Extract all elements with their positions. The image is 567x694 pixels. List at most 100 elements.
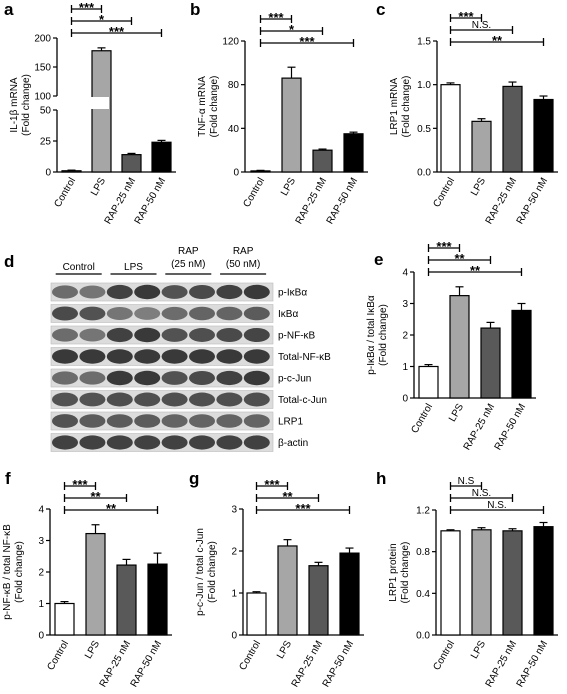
f-y-tick-label-0: 0 [38,631,44,642]
d-band-7-5 [189,435,215,450]
b-category-label-3: RAP-50 nM [325,176,360,226]
d-row-label-3: Total-NF-κB [278,352,331,363]
d-band-1-4 [161,306,188,321]
h-category-label-0: Control [431,639,457,672]
f-y-tick-label-2: 2 [38,568,44,579]
c-bar-1 [471,120,492,173]
d-row-label-2: p-NF-κB [278,331,316,342]
f-category-label-1: LPS [83,639,102,661]
d-band-0-2 [106,284,133,300]
h-y-tick-label-0: 0.0 [416,631,430,642]
f-bar-3 [147,563,168,636]
g-category-label-2: RAP-25 nM [290,639,325,689]
f-y-tick-label-4: 4 [38,505,44,516]
h-ylabel-line-0: LRP1 protein [388,543,399,601]
d-group-label-3: RAP [233,246,254,257]
d-band-3-0 [52,349,78,364]
d-band-3-1 [79,349,106,364]
d-band-6-7 [243,414,270,428]
panel-d-western-blot: d Control LPS RAP (25 nM) RAP (50 nM) p-IκBα IκB… [4,246,331,452]
d-band-2-0 [52,328,78,342]
b-sig-label-2: *** [299,34,315,49]
g-panel-letter: g [189,469,199,488]
a-sig-label-1: * [99,12,105,27]
h-category-label-1: LPS [469,639,488,661]
b-category-label-2: RAP-25 nM [294,176,329,226]
d-group-label-0: Control [63,262,95,273]
d-band-5-0 [52,392,78,407]
d-band-7-2 [106,435,133,450]
d-band-7-1 [79,435,106,450]
c-category-label-0: Control [431,176,457,209]
d-band-1-3 [134,307,161,320]
h-bar-0 [440,530,461,636]
f-sig-label-1: ** [90,489,101,504]
b-y-tick-label-0: 0 [233,168,239,179]
d-band-3-6 [216,349,243,364]
a-ylabel-line-0: IL-1β mRNA [9,77,20,133]
d-band-2-5 [189,328,215,342]
b-category-label-1: LPS [279,176,298,198]
e-bar-0 [418,365,439,399]
d-group-label-2: RAP [178,246,199,257]
a-sig-label-0: *** [79,0,95,15]
c-y-tick-label-3: 1.5 [417,37,431,48]
d-band-7-4 [161,435,188,450]
c-category-label-2: RAP-25 nM [484,176,519,226]
f-category-label-3: RAP-50 nM [129,639,164,689]
d-band-3-4 [161,349,188,364]
e-bar-3 [511,309,532,399]
g-bar-3 [339,552,360,636]
c-sig-label-1: N.S. [472,20,491,31]
b-panel-letter: b [190,0,200,19]
d-band-4-4 [161,371,188,385]
d-band-4-2 [106,370,133,386]
a-bar-1 [91,50,112,173]
h-bar-3 [533,526,554,636]
d-band-2-7 [243,327,270,343]
f-y-tick-label-3: 3 [38,536,44,547]
h-sig-label-0: N.S [458,476,475,487]
d-row-label-4: p-c-Jun [278,374,311,385]
c-bar-0 [440,84,461,173]
f-bar-0 [54,602,75,636]
b-ylabel-line-0: TNF-α mRNA [197,76,208,137]
d-band-2-3 [134,327,161,343]
d-band-0-3 [134,284,161,300]
panel-h-lrp1-protein-chart: h0.00.40.81.2N.SN.S.N.S.Control LPSRAP-25… [376,469,558,689]
a-y-tick-label-upper-0: 100 [34,92,51,103]
d-row-label-0: p-IκBα [278,288,307,299]
d-band-4-0 [52,371,78,385]
d-band-2-1 [79,328,106,342]
d-band-1-6 [216,306,243,321]
g-bar-0 [246,592,267,636]
h-category-label-3: RAP-50 nM [515,639,550,689]
d-band-0-1 [79,285,106,299]
d-band-3-3 [134,349,161,364]
a-category-label-0: Control [52,176,78,209]
g-sig-label-1: ** [282,489,293,504]
d-row-label-5: Total-c-Jun [278,395,327,406]
e-ylabel-line-1: (Fold change) [378,304,389,366]
a-y-tick-label-lower-0: 0 [45,168,51,179]
d-row-label-6: LRP1 [278,417,303,428]
g-bar-1 [277,545,298,636]
c-panel-letter: c [376,0,385,19]
h-bar-1 [471,529,492,636]
b-sig-label-0: *** [268,10,284,25]
f-bar-2 [116,564,137,636]
d-band-5-2 [106,392,133,407]
d-band-4-3 [134,370,161,386]
b-sig-label-1: * [289,22,295,37]
d-band-5-7 [243,392,270,407]
g-bar-2 [308,565,329,636]
d-band-6-0 [52,414,78,428]
d-band-5-3 [134,392,161,407]
d-band-7-7 [243,435,270,450]
d-band-0-4 [161,285,188,299]
g-category-label-1: LPS [275,639,294,661]
d-band-1-7 [243,306,270,321]
